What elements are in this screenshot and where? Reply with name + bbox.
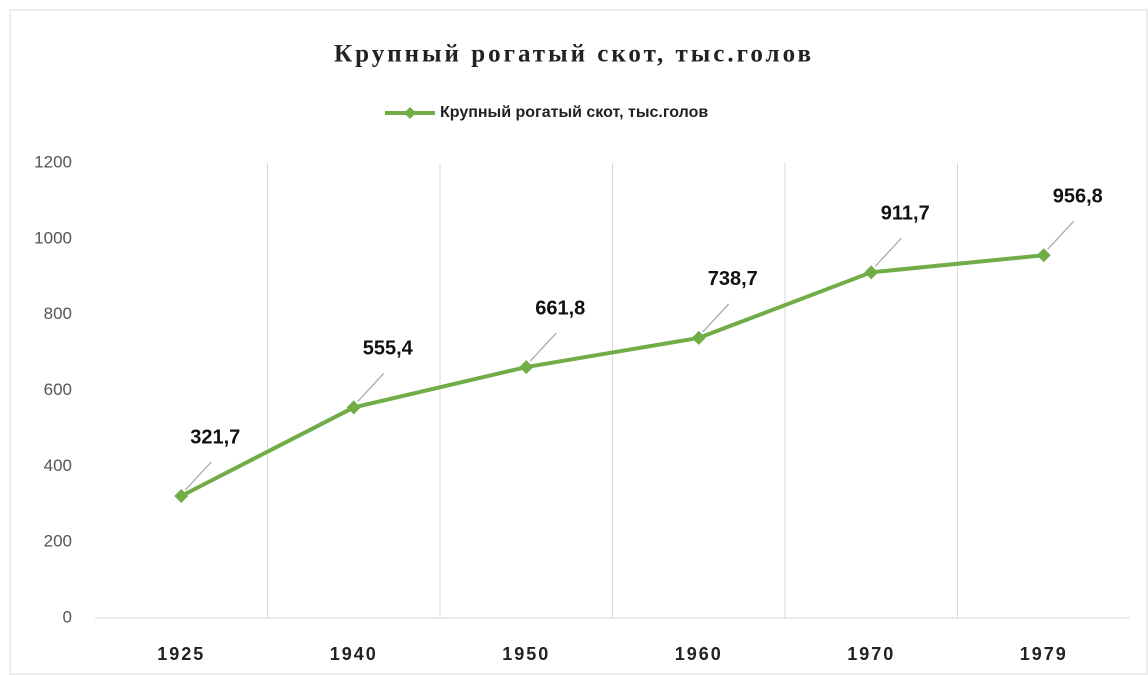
x-tick-label: 1925: [157, 644, 205, 664]
leader-line: [357, 373, 385, 402]
marker: [691, 330, 706, 345]
data-label: 911,7: [881, 203, 930, 225]
y-tick-label: 400: [44, 456, 72, 475]
y-tick-label: 1000: [34, 228, 72, 247]
leader-line: [529, 332, 557, 362]
data-label: 555,4: [363, 338, 414, 360]
marker: [1036, 248, 1051, 263]
leader-line: [1047, 220, 1075, 250]
legend-label: Крупный рогатый скот, тыс.голов: [440, 104, 708, 121]
leader-line: [874, 237, 902, 267]
y-tick-label: 800: [44, 304, 72, 323]
data-label: 321,7: [190, 426, 240, 448]
x-tick-label: 1950: [502, 644, 550, 664]
chart-title: Крупный рогатый скот, тыс.голов: [334, 41, 814, 68]
y-tick-label: 200: [44, 532, 72, 551]
x-tick-label: 1940: [330, 644, 378, 664]
marker: [864, 265, 879, 280]
line: [180, 253, 1044, 498]
data-label: 956,8: [1053, 185, 1103, 207]
y-tick-label: 0: [63, 607, 72, 626]
data-label: 661,8: [535, 297, 585, 319]
data-label: 738,7: [708, 268, 758, 290]
legend-marker: [404, 107, 416, 119]
x-tick-label: 1970: [847, 644, 895, 664]
marker: [519, 360, 534, 375]
x-tick-label: 1979: [1020, 644, 1068, 664]
x-tick-label: 1960: [675, 644, 723, 664]
y-tick-label: 600: [44, 380, 72, 399]
leader-line: [184, 461, 212, 491]
marker: [346, 400, 361, 415]
marker: [174, 489, 189, 504]
y-tick-label: 1200: [34, 152, 72, 171]
leader-line: [702, 303, 730, 333]
